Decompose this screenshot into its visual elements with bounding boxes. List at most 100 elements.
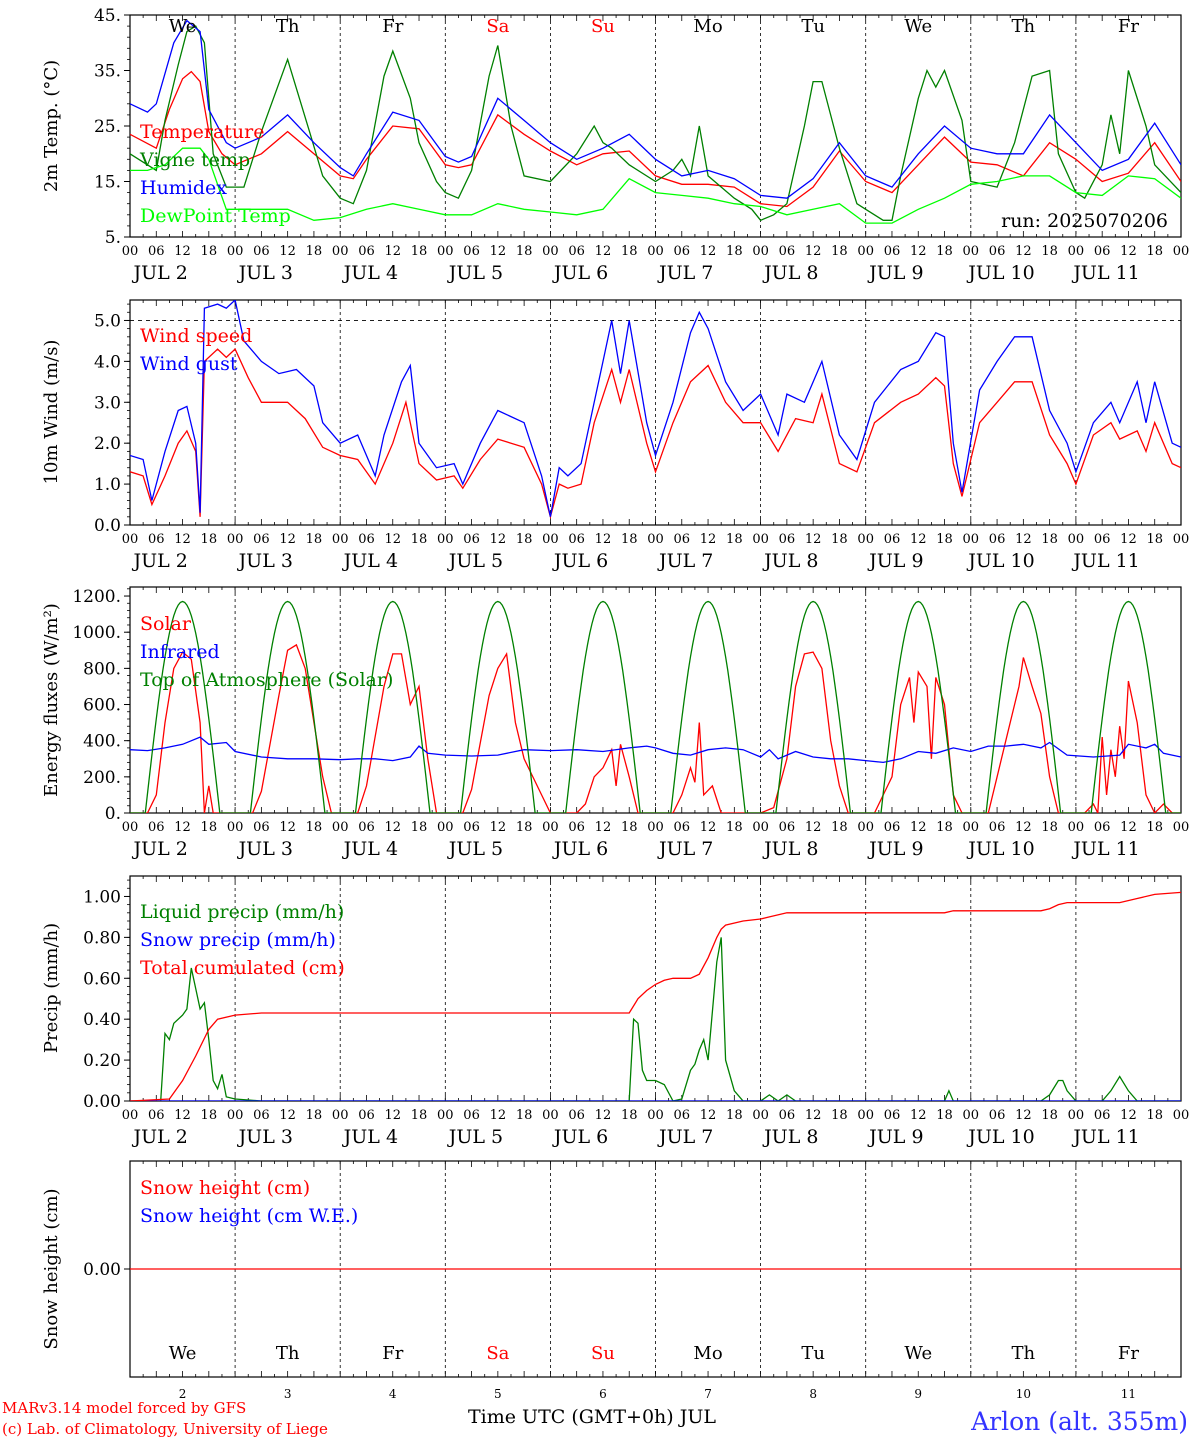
hour-tick-label: 00 [647, 532, 664, 547]
hour-tick-label: 06 [884, 244, 901, 259]
day-number-label: 7 [704, 1387, 712, 1401]
y-tick-label: 5.0 [94, 311, 121, 331]
hour-tick-label: 12 [595, 820, 612, 835]
day-name-label: Su [591, 1343, 615, 1364]
day-name-label: Th [1012, 16, 1036, 37]
hour-tick-label: 12 [490, 532, 507, 547]
y-axis-label: Energy fluxes (W/m²) [41, 603, 62, 797]
hour-tick-label: 06 [884, 1108, 901, 1123]
hour-tick-label: 06 [989, 1108, 1006, 1123]
hour-tick-label: 00 [227, 244, 244, 259]
hour-tick-label: 00 [227, 1108, 244, 1123]
y-axis-label: Snow height (cm) [41, 1188, 62, 1349]
hour-tick-label: 00 [647, 1108, 664, 1123]
hour-tick-label: 12 [805, 820, 822, 835]
day-name-label: Fr [382, 16, 403, 37]
hour-tick-label: 00 [122, 532, 139, 547]
x-axis-label: Time UTC (GMT+0h) JUL [468, 1406, 716, 1428]
hour-tick-label: 18 [936, 820, 953, 835]
hour-tick-label: 00 [332, 244, 349, 259]
hour-tick-label: 12 [384, 532, 401, 547]
hour-tick-label: 12 [279, 820, 296, 835]
date-label: JUL 5 [447, 838, 503, 860]
date-label: JUL 4 [342, 838, 398, 860]
hour-tick-label: 00 [122, 244, 139, 259]
hour-tick-label: 12 [700, 1108, 717, 1123]
hour-tick-label: 06 [779, 532, 796, 547]
date-label: JUL 10 [966, 262, 1034, 284]
hour-tick-label: 00 [437, 1108, 454, 1123]
hour-tick-label: 00 [857, 820, 874, 835]
date-label: JUL 3 [237, 838, 293, 860]
hour-tick-label: 00 [752, 244, 769, 259]
day-name-label: Tu [801, 1343, 825, 1364]
date-label: JUL 11 [1071, 1126, 1139, 1148]
hour-tick-label: 18 [306, 244, 323, 259]
hour-tick-label: 06 [148, 820, 165, 835]
hour-tick-label: 00 [332, 1108, 349, 1123]
hour-tick-label: 00 [1068, 244, 1085, 259]
date-label: JUL 9 [867, 262, 923, 284]
day-name-label: We [904, 1343, 932, 1364]
panel-frame [129, 299, 1182, 526]
hour-tick-label: 06 [674, 532, 691, 547]
day-number-label: 6 [599, 1387, 607, 1401]
hour-tick-label: 18 [1146, 244, 1163, 259]
date-label: JUL 2 [131, 838, 187, 860]
y-axis-label: 10m Wind (m/s) [41, 340, 62, 485]
hour-tick-label: 00 [857, 244, 874, 259]
hour-tick-label: 06 [1094, 820, 1111, 835]
day-name-label: Mo [693, 1343, 722, 1364]
panel-1: 5. 15. 25. 35. 45. 2m Temp. (°C) Temperature Vi… [41, 6, 1189, 284]
y-tick-label: 25. [94, 117, 121, 137]
hour-tick-label: 18 [831, 244, 848, 259]
day-number-label: 5 [494, 1387, 502, 1401]
date-label: JUL 9 [867, 838, 923, 860]
hour-tick-label: 00 [332, 820, 349, 835]
hour-tick-label: 00 [542, 244, 559, 259]
series-line-wind-gust [130, 300, 1181, 517]
date-label: JUL 2 [131, 1126, 187, 1148]
hour-tick-label: 06 [1094, 532, 1111, 547]
date-label: JUL 7 [657, 262, 713, 284]
hour-tick-label: 18 [726, 820, 743, 835]
hour-tick-label: 18 [411, 532, 428, 547]
hour-tick-label: 00 [1068, 820, 1085, 835]
hour-tick-label: 06 [884, 820, 901, 835]
hour-tick-label: 18 [831, 820, 848, 835]
hour-tick-label: 18 [516, 244, 533, 259]
hour-tick-label: 12 [384, 820, 401, 835]
hour-tick-label: 18 [201, 532, 218, 547]
hour-tick-label: 00 [963, 532, 980, 547]
hour-tick-label: 06 [253, 532, 270, 547]
hour-tick-label: 18 [1146, 532, 1163, 547]
hour-tick-label: 06 [253, 244, 270, 259]
hour-tick-label: 00 [542, 820, 559, 835]
hour-tick-label: 06 [779, 1108, 796, 1123]
legend-entry: Top of Atmosphere (Solar) [140, 669, 393, 691]
hour-tick-label: 06 [148, 244, 165, 259]
hour-tick-label: 00 [752, 1108, 769, 1123]
day-number-label: 10 [1016, 1387, 1031, 1401]
hour-tick-label: 12 [595, 532, 612, 547]
hour-tick-label: 00 [122, 1108, 139, 1123]
hour-tick-label: 18 [831, 1108, 848, 1123]
hour-tick-label: 00 [752, 532, 769, 547]
day-name-label: Th [276, 16, 300, 37]
hour-tick-label: 06 [358, 532, 375, 547]
hour-tick-label: 06 [358, 820, 375, 835]
legend-entry: DewPoint Temp [140, 205, 291, 227]
legend-entry: Solar [140, 613, 192, 635]
hour-tick-label: 18 [201, 820, 218, 835]
hour-tick-label: 00 [1173, 532, 1190, 547]
hour-tick-label: 12 [1120, 532, 1137, 547]
hour-tick-label: 12 [490, 244, 507, 259]
day-name-label: Su [591, 16, 615, 37]
y-tick-label: 400. [83, 732, 121, 752]
day-name-label: We [904, 16, 932, 37]
hour-tick-label: 12 [910, 244, 927, 259]
hour-tick-label: 18 [831, 532, 848, 547]
hour-tick-label: 06 [989, 532, 1006, 547]
hour-tick-label: 18 [516, 532, 533, 547]
